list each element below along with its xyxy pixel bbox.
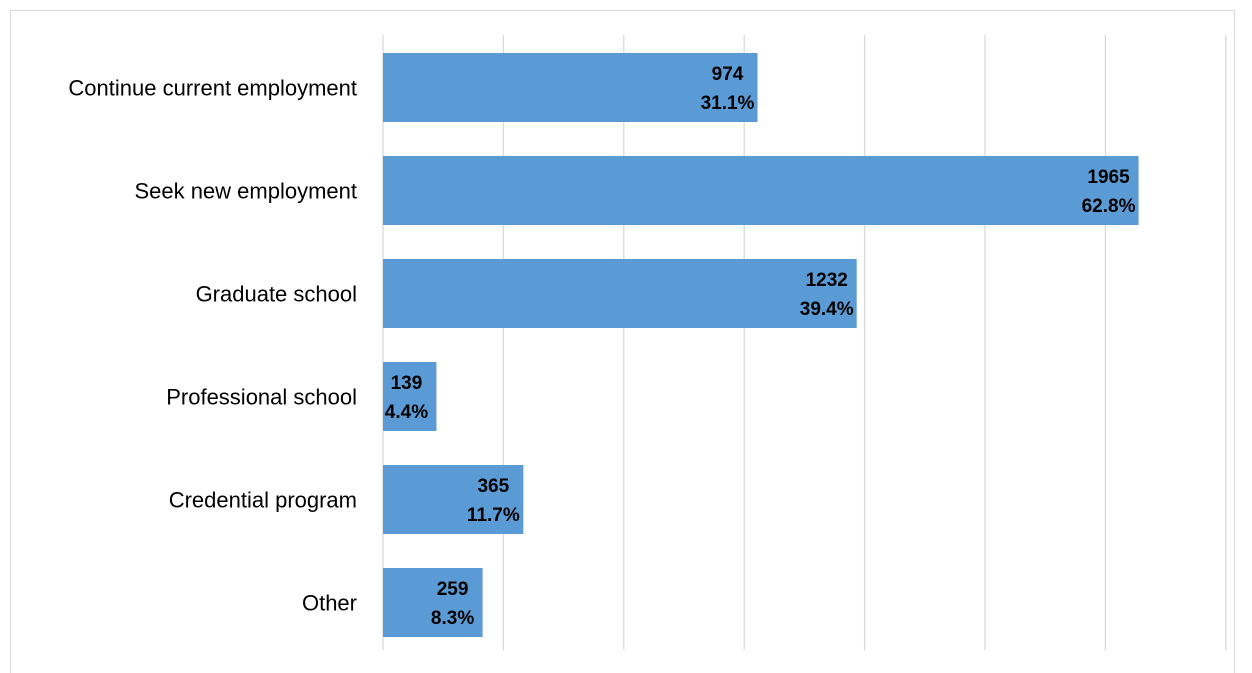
category-label: Other [302,591,357,616]
category-label: Continue current employment [68,76,357,101]
bar [383,156,1139,225]
value-label: 365 [477,476,509,497]
value-label: 1232 [806,270,848,291]
bars [383,53,1139,637]
bar [383,362,437,431]
category-label: Graduate school [196,282,357,307]
gridlines [382,35,1227,650]
percent-label: 39.4% [800,299,854,320]
value-label: 139 [391,373,423,394]
chart-frame [10,10,1235,673]
bar [383,259,857,328]
percent-label: 11.7% [467,505,520,526]
category-label: Credential program [169,488,357,513]
percent-label: 8.3% [431,608,474,629]
category-labels: Continue current employment Seek new empl… [68,76,357,616]
category-label: Seek new employment [134,179,357,204]
percent-label: 62.8% [1082,196,1136,217]
bar [383,568,483,637]
data-labels: 974 31.1% 1965 62.8% 1232 39.4% 139 4.4% 365 11.7… [385,64,1136,629]
bar [383,465,524,534]
category-label: Professional school [166,385,357,410]
value-label: 1965 [1087,167,1130,188]
percent-label: 31.1% [701,93,755,114]
bar [383,53,758,122]
value-label: 259 [437,579,469,600]
value-label: 974 [712,64,744,85]
percent-label: 4.4% [385,402,428,423]
